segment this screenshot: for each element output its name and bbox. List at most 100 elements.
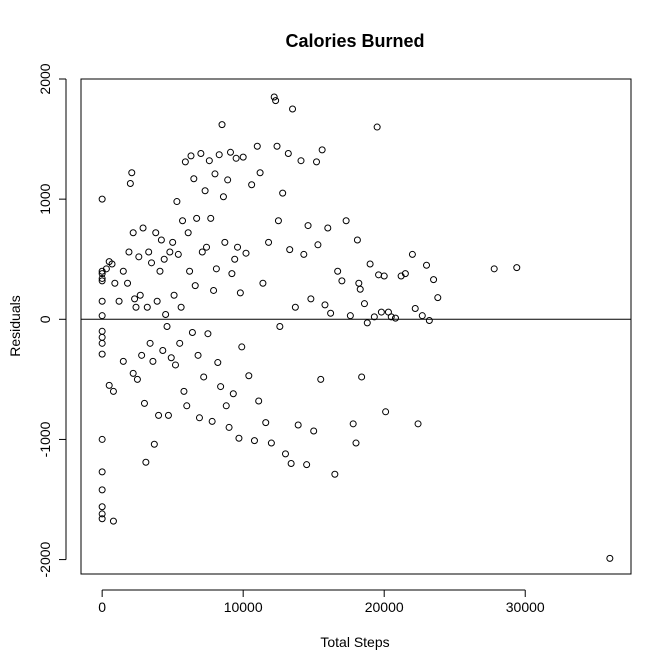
data-point — [349, 420, 357, 428]
data-point — [190, 175, 198, 183]
data-point — [159, 347, 167, 355]
data-point — [248, 181, 256, 189]
data-point — [224, 176, 232, 184]
data-point — [310, 427, 318, 435]
data-point — [373, 123, 381, 131]
y-tick-label: -2000 — [37, 541, 53, 577]
data-point — [98, 486, 106, 494]
data-point — [256, 169, 264, 177]
data-point — [129, 229, 137, 237]
data-point — [342, 217, 350, 225]
data-point — [98, 270, 106, 278]
data-point — [234, 243, 242, 251]
data-point — [267, 439, 275, 447]
data-point — [212, 265, 220, 273]
data-point — [98, 277, 106, 285]
data-point — [171, 361, 179, 369]
data-point — [334, 267, 342, 275]
data-point — [327, 309, 335, 317]
data-point — [287, 459, 295, 467]
data-point — [124, 279, 132, 287]
data-point — [98, 468, 106, 476]
data-point — [194, 351, 202, 359]
data-point — [115, 297, 123, 305]
data-point — [331, 470, 339, 478]
y-axis-label: Residuals — [7, 295, 23, 356]
data-point — [191, 282, 199, 290]
data-point — [303, 461, 311, 469]
data-point — [211, 170, 219, 178]
data-point — [238, 343, 246, 351]
data-point — [235, 434, 243, 442]
data-point — [157, 236, 165, 244]
x-tick-label: 20000 — [365, 599, 404, 615]
data-point — [148, 259, 156, 267]
data-point — [217, 383, 225, 391]
data-point — [188, 329, 196, 337]
data-point — [289, 105, 297, 113]
data-point — [262, 419, 270, 427]
data-point — [418, 312, 426, 320]
y-tick-label: 0 — [37, 315, 53, 323]
data-point — [111, 279, 119, 287]
data-point — [423, 261, 431, 269]
data-point — [180, 387, 188, 395]
chart-title: Calories Burned — [285, 31, 424, 51]
data-point — [156, 267, 164, 275]
plot-frame — [80, 78, 632, 575]
data-point — [109, 387, 117, 395]
data-point — [177, 303, 185, 311]
data-point — [167, 354, 175, 362]
data-point — [183, 402, 191, 410]
data-point — [184, 229, 192, 237]
data-point — [179, 217, 187, 225]
data-point — [186, 267, 194, 275]
x-tick-label: 30000 — [506, 599, 545, 615]
data-point — [126, 180, 134, 188]
data-point — [387, 313, 395, 321]
data-point — [208, 417, 216, 425]
data-point — [98, 339, 106, 347]
data-point — [239, 153, 247, 161]
data-point — [281, 450, 289, 458]
data-point — [294, 421, 302, 429]
data-point — [139, 224, 147, 232]
data-point — [131, 295, 139, 303]
data-point — [513, 264, 521, 272]
y-axis: -2000 -1000 0 1000 2000 — [37, 63, 67, 577]
data-point — [270, 93, 278, 101]
data-point — [109, 517, 117, 525]
data-point — [133, 375, 141, 383]
data-point — [229, 390, 237, 398]
data-point — [138, 351, 146, 359]
data-point — [225, 423, 233, 431]
data-point — [164, 411, 172, 419]
data-point — [143, 303, 151, 311]
data-point — [176, 339, 184, 347]
x-tick-label: 0 — [98, 599, 106, 615]
y-tick-label: -1000 — [37, 421, 53, 457]
data-point — [98, 515, 106, 523]
data-point — [276, 323, 284, 330]
data-point — [132, 303, 140, 311]
data-point — [318, 146, 326, 154]
data-point — [181, 158, 189, 166]
data-point — [286, 246, 294, 254]
data-point — [197, 149, 205, 157]
data-point — [142, 458, 150, 466]
data-point — [370, 313, 378, 321]
data-point — [346, 312, 354, 320]
data-point — [273, 142, 281, 150]
data-point — [98, 350, 106, 358]
data-point — [324, 224, 332, 232]
data-point — [245, 372, 253, 380]
data-points — [98, 93, 614, 562]
data-point — [214, 359, 222, 367]
data-point — [218, 121, 226, 129]
data-point — [205, 157, 213, 165]
data-point — [155, 411, 163, 419]
data-point — [195, 414, 203, 422]
data-point — [284, 149, 292, 157]
data-point — [128, 169, 136, 177]
data-point — [187, 152, 195, 160]
